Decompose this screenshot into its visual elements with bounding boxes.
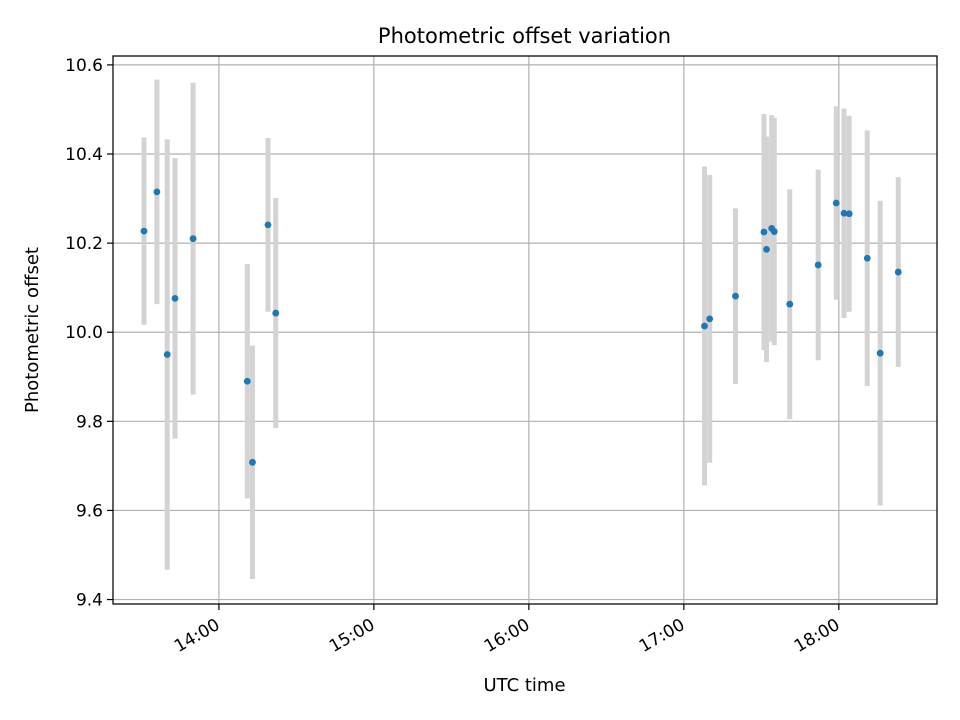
grid: [113, 56, 937, 604]
data-point: [189, 235, 197, 243]
data-points: [140, 188, 902, 466]
y-axis-ticks: 9.4 9.6 9.8 10.0 10.2 10.4 10.6: [65, 56, 113, 611]
data-point: [171, 294, 179, 302]
chart-title: Photometric offset variation: [378, 24, 671, 48]
data-point: [863, 254, 871, 262]
data-point: [814, 261, 822, 269]
data-point: [840, 209, 848, 217]
plot-area-frame: [112, 55, 938, 605]
data-point: [732, 292, 739, 300]
data-point: [706, 315, 714, 323]
data-point: [763, 245, 770, 253]
data-point: [243, 377, 251, 385]
x-tick-label: 15:00: [326, 615, 378, 657]
data-point: [163, 351, 171, 358]
data-point: [894, 268, 902, 276]
y-tick-label: 10.2: [65, 234, 103, 254]
data-point: [760, 228, 768, 236]
y-tick-label: 10.4: [65, 145, 103, 165]
data-point: [249, 458, 256, 466]
x-tick-label: 16:00: [481, 615, 533, 657]
x-axis-ticks: 14:00 15:00 16:00 17:00 18:00: [171, 604, 843, 657]
data-point: [272, 309, 280, 317]
data-point: [876, 349, 884, 357]
data-point: [153, 188, 161, 196]
data-point: [786, 300, 794, 308]
data-point: [140, 227, 148, 235]
y-tick-label: 9.8: [76, 412, 103, 432]
x-axis-title: UTC time: [483, 675, 565, 696]
y-tick-label: 10.0: [65, 323, 103, 343]
data-point: [832, 199, 840, 207]
x-tick-label: 17:00: [636, 615, 688, 657]
y-tick-label: 9.6: [76, 501, 103, 521]
data-point: [264, 221, 272, 229]
data-point: [770, 228, 778, 235]
data-point: [701, 322, 708, 330]
x-tick-label: 14:00: [171, 615, 223, 657]
data-point: [845, 210, 853, 218]
y-tick-label: 10.6: [65, 56, 103, 76]
x-tick-label: 18:00: [791, 615, 843, 657]
y-axis-title: Photometric offset: [22, 247, 43, 413]
y-tick-label: 9.4: [76, 591, 103, 611]
